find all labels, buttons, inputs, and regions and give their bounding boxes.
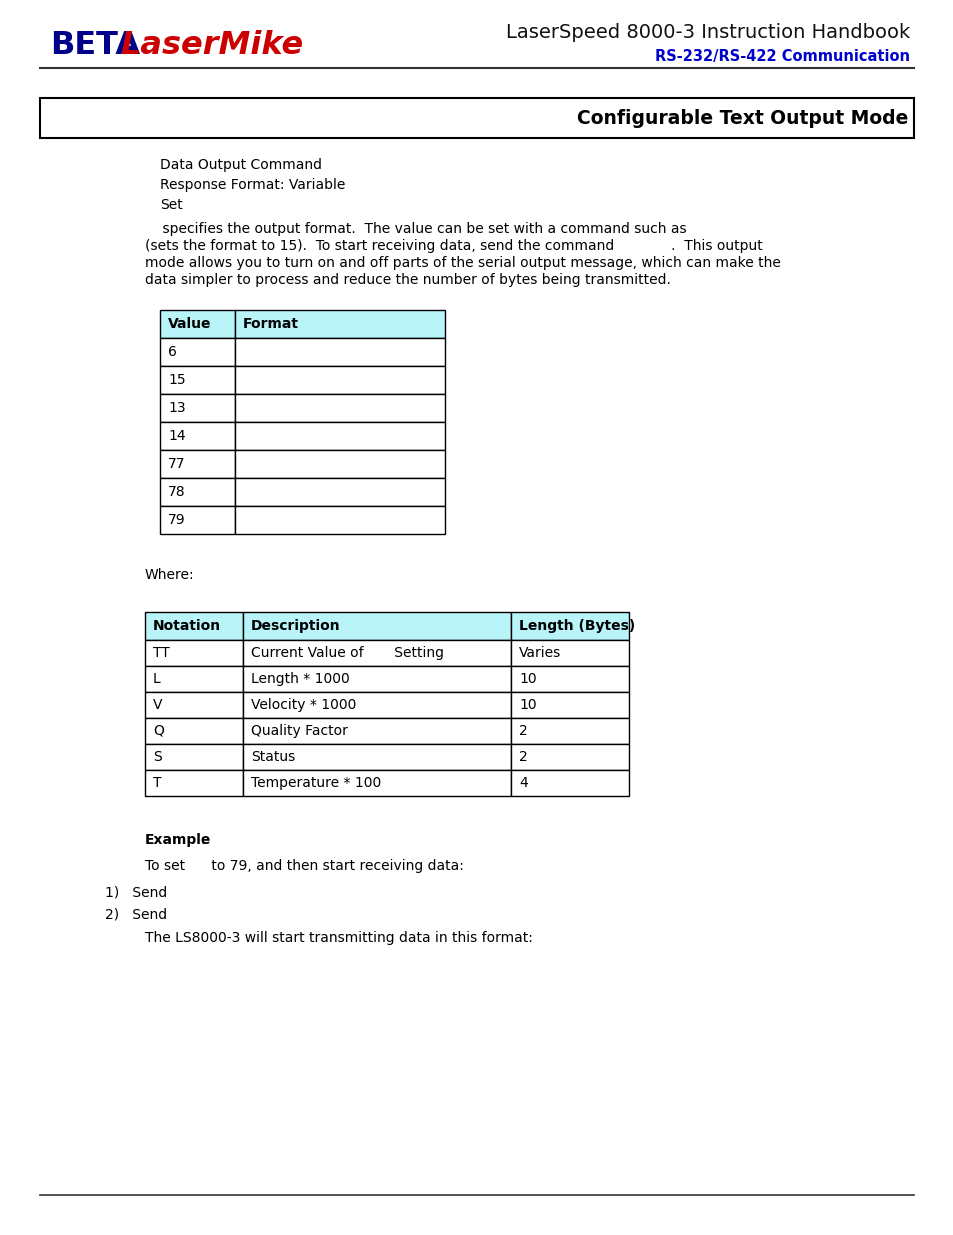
Bar (243, 718, 511, 743)
Bar (234, 394, 444, 422)
Text: Temperature * 100: Temperature * 100 (251, 776, 381, 790)
Text: The LS8000-3 will start transmitting data in this format:: The LS8000-3 will start transmitting dat… (145, 931, 533, 945)
Bar (160, 450, 234, 478)
Text: Where:: Where: (145, 568, 194, 582)
Text: Configurable Text Output Mode: Configurable Text Output Mode (576, 109, 907, 127)
Text: Current Value of       Setting: Current Value of Setting (251, 646, 443, 659)
Text: Q: Q (152, 724, 164, 739)
Bar (243, 769, 511, 797)
Bar (243, 692, 511, 718)
Text: 6: 6 (168, 345, 176, 359)
Bar (145, 692, 243, 718)
Text: Velocity * 1000: Velocity * 1000 (251, 698, 356, 713)
Bar (145, 769, 243, 797)
Text: Status: Status (251, 750, 294, 764)
Bar (160, 422, 234, 450)
Text: Varies: Varies (518, 646, 560, 659)
Bar (511, 718, 628, 743)
Bar (160, 478, 234, 506)
Text: 2)   Send: 2) Send (105, 906, 167, 921)
Text: 4: 4 (518, 776, 527, 790)
Text: Length * 1000: Length * 1000 (251, 672, 350, 685)
Text: 77: 77 (168, 457, 185, 471)
Text: data simpler to process and reduce the number of bytes being transmitted.: data simpler to process and reduce the n… (145, 273, 670, 287)
Text: 2: 2 (518, 724, 527, 739)
Text: specifies the output format.  The value can be set with a command such as: specifies the output format. The value c… (145, 222, 686, 236)
Text: 78: 78 (168, 485, 186, 499)
Bar (511, 743, 628, 769)
Text: :: : (200, 832, 204, 847)
Text: LaserMike: LaserMike (120, 30, 303, 61)
Text: Format: Format (243, 317, 298, 331)
Text: 15: 15 (168, 373, 186, 387)
Text: 13: 13 (168, 401, 186, 415)
Bar (160, 366, 234, 394)
Bar (40, 98, 913, 138)
Text: Response Format: Variable: Response Format: Variable (160, 178, 345, 191)
Bar (511, 666, 628, 692)
Text: S: S (152, 750, 162, 764)
Text: 10: 10 (518, 672, 536, 685)
Text: Value: Value (168, 317, 212, 331)
Text: Notation: Notation (152, 619, 221, 634)
Text: (sets the format to 15).  To start receiving data, send the command             : (sets the format to 15). To start receiv… (145, 240, 762, 253)
Bar (145, 718, 243, 743)
Text: V: V (152, 698, 162, 713)
Text: LaserSpeed 8000-3 Instruction Handbook: LaserSpeed 8000-3 Instruction Handbook (505, 23, 909, 42)
Text: mode allows you to turn on and off parts of the serial output message, which can: mode allows you to turn on and off parts… (145, 256, 781, 270)
Bar (234, 450, 444, 478)
Bar (160, 394, 234, 422)
Bar (234, 310, 444, 338)
Bar (243, 613, 511, 640)
Text: TT: TT (152, 646, 170, 659)
Bar (243, 743, 511, 769)
Bar (511, 613, 628, 640)
Bar (234, 478, 444, 506)
Bar (243, 640, 511, 666)
Text: 79: 79 (168, 513, 186, 527)
Bar (243, 666, 511, 692)
Text: BETA: BETA (50, 30, 140, 61)
Bar (145, 666, 243, 692)
Text: RS-232/RS-422 Communication: RS-232/RS-422 Communication (655, 49, 909, 64)
Bar (234, 338, 444, 366)
Text: 14: 14 (168, 429, 186, 443)
Text: L: L (152, 672, 161, 685)
Bar (234, 506, 444, 534)
Bar (160, 310, 234, 338)
Text: To set      to 79, and then start receiving data:: To set to 79, and then start receiving d… (145, 860, 463, 873)
Bar (145, 613, 243, 640)
Bar (145, 743, 243, 769)
Text: Data Output Command: Data Output Command (160, 158, 322, 172)
Bar (145, 640, 243, 666)
Bar (511, 769, 628, 797)
Bar (160, 506, 234, 534)
Text: Quality Factor: Quality Factor (251, 724, 348, 739)
Text: 1)   Send: 1) Send (105, 885, 167, 899)
Text: 2: 2 (518, 750, 527, 764)
Text: Length (Bytes): Length (Bytes) (518, 619, 635, 634)
Bar (511, 692, 628, 718)
Bar (511, 640, 628, 666)
Text: Description: Description (251, 619, 340, 634)
Text: Set: Set (160, 198, 183, 212)
Text: T: T (152, 776, 161, 790)
Bar (160, 338, 234, 366)
Bar (234, 422, 444, 450)
Text: Example: Example (145, 832, 212, 847)
Bar (234, 366, 444, 394)
Text: 10: 10 (518, 698, 536, 713)
